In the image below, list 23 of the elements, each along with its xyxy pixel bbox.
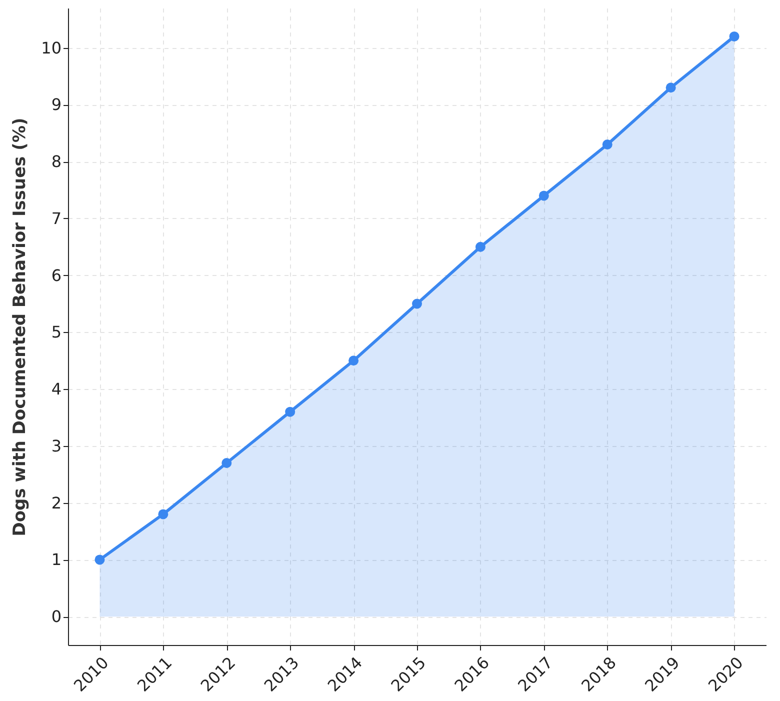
point — [666, 82, 676, 93]
y-tick-label: 8 — [51, 152, 62, 172]
y-tick-label: 9 — [51, 95, 62, 114]
point — [348, 356, 359, 366]
y-tick-label: 10 — [41, 38, 62, 58]
point — [538, 190, 549, 201]
point — [158, 509, 168, 520]
point — [94, 554, 105, 565]
y-tick-label: 1 — [51, 550, 62, 570]
point — [285, 406, 296, 417]
point — [475, 242, 486, 252]
point — [222, 458, 232, 468]
y-tick-label: 4 — [51, 380, 62, 399]
point — [602, 140, 612, 150]
y-tick-label: 7 — [51, 208, 62, 228]
y-tick-label: 6 — [51, 266, 62, 285]
y-tick-label: 5 — [51, 322, 62, 342]
y-tick-label: 2 — [51, 493, 62, 512]
y-tick-label: 3 — [51, 436, 62, 456]
point — [412, 298, 422, 309]
y-axis-title: Dogs with Documented Behavior Issues (%) — [10, 118, 30, 536]
y-tick-label: 0 — [51, 607, 62, 626]
point — [729, 31, 740, 42]
